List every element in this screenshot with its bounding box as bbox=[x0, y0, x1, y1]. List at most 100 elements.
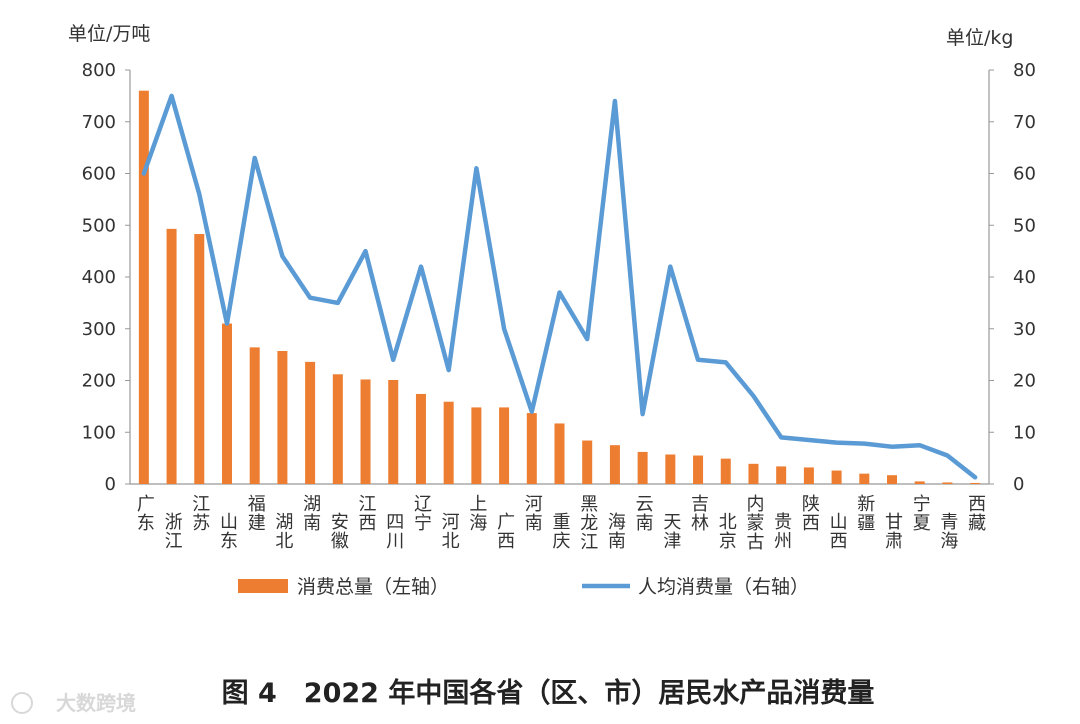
right-axis-unit: 单位/kg bbox=[946, 27, 1013, 49]
category-label: 河北 bbox=[442, 512, 460, 552]
right-tick-label: 0 bbox=[1013, 474, 1024, 495]
category-label-char: 南 bbox=[636, 513, 654, 534]
category-label-char: 川 bbox=[386, 531, 404, 552]
bar bbox=[166, 228, 177, 484]
category-label-char: 津 bbox=[663, 531, 681, 552]
category-label-char: 南 bbox=[303, 513, 321, 534]
right-tick-label: 20 bbox=[1013, 371, 1036, 392]
left-tick-label: 200 bbox=[82, 371, 116, 392]
category-label-char: 龙 bbox=[580, 513, 598, 534]
category-label: 西藏 bbox=[968, 494, 986, 534]
category-label-char: 宁 bbox=[913, 494, 931, 515]
bar bbox=[526, 413, 537, 484]
category-label-char: 南 bbox=[608, 531, 626, 552]
category-label-char: 广 bbox=[497, 512, 515, 533]
legend-swatch-bar bbox=[238, 579, 288, 593]
left-tick-label: 700 bbox=[82, 112, 116, 133]
bar bbox=[554, 423, 565, 484]
left-tick-label: 600 bbox=[82, 164, 116, 185]
right-tick-label: 50 bbox=[1013, 215, 1036, 236]
category-label-char: 山 bbox=[220, 512, 238, 533]
category-label-char: 安 bbox=[331, 512, 349, 533]
watermark-logo-icon bbox=[11, 692, 33, 714]
bar bbox=[332, 374, 343, 484]
category-label: 辽宁 bbox=[414, 494, 432, 534]
bar bbox=[415, 393, 426, 484]
category-label: 陕西 bbox=[802, 494, 820, 534]
bar bbox=[221, 323, 232, 484]
category-label-char: 古 bbox=[746, 532, 764, 553]
bar bbox=[859, 473, 870, 484]
category-label-char: 黑 bbox=[580, 494, 598, 515]
right-tick-label: 70 bbox=[1013, 112, 1036, 133]
category-label-char: 夏 bbox=[913, 513, 931, 534]
category-label-char: 贵 bbox=[774, 512, 792, 533]
bar bbox=[138, 90, 149, 484]
category-label-char: 海 bbox=[608, 512, 626, 533]
right-tick-label: 80 bbox=[1013, 60, 1036, 81]
bar bbox=[582, 440, 593, 484]
right-tick-label: 30 bbox=[1013, 319, 1036, 340]
category-label: 湖北 bbox=[275, 512, 293, 552]
right-tick-label: 60 bbox=[1013, 164, 1036, 185]
bar bbox=[914, 481, 925, 484]
category-label-char: 河 bbox=[525, 494, 543, 515]
category-label: 重庆 bbox=[553, 512, 571, 552]
left-tick-label: 800 bbox=[82, 60, 116, 81]
category-label-char: 北 bbox=[442, 531, 460, 552]
legend: 消费总量（左轴） 人均消费量（右轴） bbox=[238, 576, 809, 598]
category-label: 山西 bbox=[830, 512, 848, 552]
category-label-char: 内 bbox=[746, 494, 764, 515]
category-label-char: 重 bbox=[553, 512, 571, 533]
category-label: 贵州 bbox=[774, 512, 792, 552]
category-label-char: 建 bbox=[248, 513, 266, 534]
category-label: 北京 bbox=[719, 512, 737, 552]
category-label-char: 州 bbox=[774, 531, 792, 552]
watermark-text: 大数跨境 bbox=[56, 691, 136, 715]
category-label: 广东 bbox=[137, 494, 155, 534]
bar bbox=[388, 379, 399, 484]
bar bbox=[443, 401, 454, 484]
left-tick-label: 100 bbox=[82, 422, 116, 443]
category-label: 江苏 bbox=[192, 494, 210, 534]
category-label: 内蒙古 bbox=[746, 494, 764, 553]
category-label: 新疆 bbox=[857, 494, 875, 534]
category-label-char: 西 bbox=[968, 494, 986, 515]
left-axis-unit: 单位/万吨 bbox=[68, 23, 150, 45]
bar bbox=[194, 234, 205, 484]
category-label: 海南 bbox=[608, 512, 626, 552]
category-label-char: 疆 bbox=[857, 513, 875, 534]
bar bbox=[748, 463, 759, 484]
category-label-char: 北 bbox=[719, 512, 737, 533]
category-label-char: 藏 bbox=[968, 513, 986, 534]
category-label-char: 西 bbox=[359, 513, 377, 534]
legend-label-bar: 消费总量（左轴） bbox=[297, 576, 449, 598]
category-labels: 广东 浙江江苏 山东福建 湖北湖南 安徽江西 四川辽宁 河北上海 广西河南 重庆黑龙江海南云南天… bbox=[137, 494, 986, 553]
category-label: 上海 bbox=[469, 494, 487, 534]
category-label-char: 四 bbox=[386, 512, 404, 533]
category-label-char: 江 bbox=[192, 494, 210, 515]
category-label-char: 宁 bbox=[414, 513, 432, 534]
bar bbox=[720, 458, 731, 484]
bar bbox=[693, 455, 704, 484]
category-label-char: 徽 bbox=[331, 531, 349, 552]
bar-series bbox=[138, 90, 981, 484]
category-label: 天津 bbox=[663, 512, 681, 552]
bar bbox=[831, 470, 842, 484]
category-label-char: 天 bbox=[663, 512, 681, 533]
category-label: 江西 bbox=[359, 494, 377, 534]
category-label-char: 南 bbox=[525, 513, 543, 534]
category-label-char: 河 bbox=[442, 512, 460, 533]
category-label: 河南 bbox=[525, 494, 543, 534]
bar bbox=[942, 482, 953, 484]
category-label: 安徽 bbox=[331, 512, 349, 552]
category-label: 黑龙江 bbox=[580, 494, 598, 553]
category-label-char: 京 bbox=[719, 531, 737, 552]
category-label-char: 吉 bbox=[691, 494, 709, 515]
category-label: 广西 bbox=[497, 512, 515, 552]
left-tick-label: 0 bbox=[105, 474, 116, 495]
left-tick-label: 400 bbox=[82, 267, 116, 288]
line-series bbox=[141, 93, 978, 480]
bar bbox=[471, 407, 482, 484]
category-label-char: 湖 bbox=[275, 512, 293, 533]
